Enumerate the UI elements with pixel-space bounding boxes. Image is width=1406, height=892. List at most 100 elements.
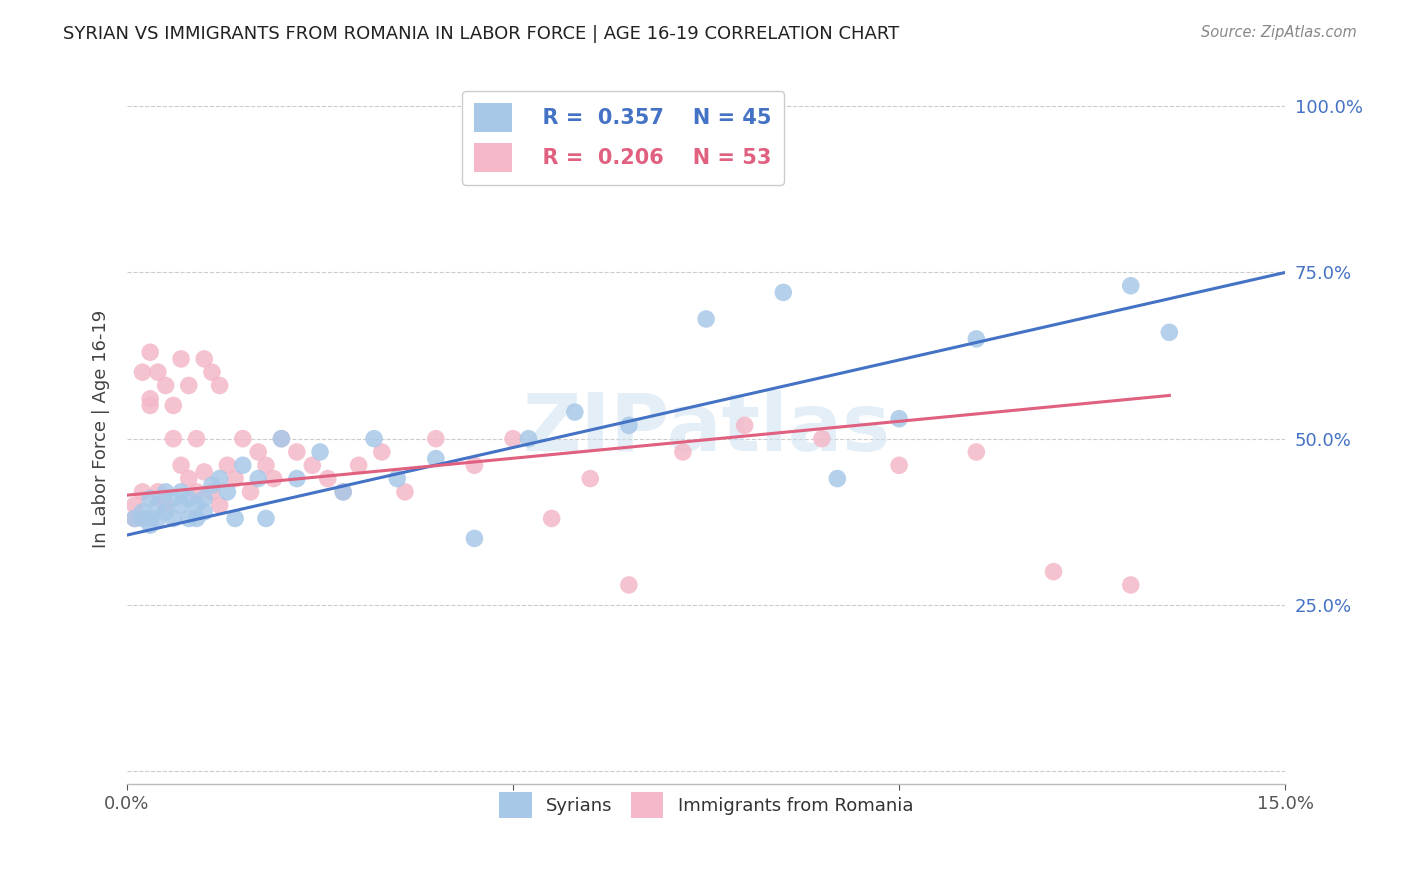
Point (332, 484, 354, 499)
Point (887, 411, 910, 425)
Point (239, 484, 262, 499)
Point (186, 484, 208, 499)
Point (363, 432, 385, 446)
Point (139, 399, 162, 413)
Point (131, 505, 153, 519)
Point (193, 351, 215, 366)
Point (193, 491, 215, 506)
Point (193, 465, 215, 479)
Y-axis label: In Labor Force | Age 16-19: In Labor Force | Age 16-19 (93, 310, 110, 548)
Point (540, 511, 562, 525)
Point (139, 511, 162, 525)
Point (247, 472, 270, 486)
Point (270, 432, 292, 446)
Point (193, 505, 215, 519)
Point (827, 472, 849, 486)
Point (387, 472, 409, 486)
Point (254, 511, 277, 525)
Point (208, 472, 231, 486)
Point (217, 484, 239, 499)
Point (170, 498, 193, 512)
Point (155, 505, 177, 519)
Point (309, 445, 332, 459)
Point (371, 445, 394, 459)
Point (425, 451, 447, 466)
Point (564, 405, 586, 419)
Point (617, 578, 640, 592)
Point (263, 472, 285, 486)
Point (146, 365, 169, 379)
Point (285, 472, 308, 486)
Point (139, 518, 162, 533)
Point (208, 498, 231, 512)
Point (1042, 565, 1064, 579)
Point (316, 472, 339, 486)
Point (672, 445, 695, 459)
Point (177, 511, 200, 525)
Point (162, 399, 184, 413)
Point (811, 432, 834, 446)
Point (1159, 326, 1181, 340)
Point (332, 484, 354, 499)
Point (285, 445, 308, 459)
Point (232, 458, 254, 473)
Point (155, 498, 177, 512)
Point (146, 511, 169, 525)
Point (146, 498, 169, 512)
Text: SYRIAN VS IMMIGRANTS FROM ROMANIA IN LABOR FORCE | AGE 16-19 CORRELATION CHART: SYRIAN VS IMMIGRANTS FROM ROMANIA IN LAB… (63, 25, 900, 43)
Point (124, 511, 146, 525)
Point (301, 458, 323, 473)
Point (170, 458, 193, 473)
Point (579, 472, 602, 486)
Point (425, 432, 447, 446)
Point (131, 484, 153, 499)
Point (186, 511, 208, 525)
Point (772, 285, 794, 300)
Point (394, 484, 416, 499)
Point (463, 458, 485, 473)
Point (186, 498, 208, 512)
Point (887, 458, 910, 473)
Point (1119, 278, 1142, 293)
Text: Source: ZipAtlas.com: Source: ZipAtlas.com (1201, 25, 1357, 40)
Point (186, 432, 208, 446)
Legend: Syrians, Immigrants from Romania: Syrians, Immigrants from Romania (492, 785, 921, 825)
Point (217, 458, 239, 473)
Point (139, 345, 162, 359)
Point (224, 511, 246, 525)
Point (201, 484, 224, 499)
Point (177, 491, 200, 506)
Text: ZIPatlas: ZIPatlas (522, 390, 890, 467)
Point (177, 378, 200, 392)
Point (695, 312, 717, 326)
Point (208, 378, 231, 392)
Point (131, 511, 153, 525)
Point (517, 432, 540, 446)
Point (502, 432, 524, 446)
Point (162, 491, 184, 506)
Point (201, 365, 224, 379)
Point (146, 484, 169, 499)
Point (124, 498, 146, 512)
Point (124, 511, 146, 525)
Point (1119, 578, 1142, 592)
Point (201, 478, 224, 492)
Point (131, 365, 153, 379)
Point (965, 332, 987, 346)
Point (734, 418, 756, 433)
Point (155, 484, 177, 499)
Point (347, 458, 370, 473)
Point (965, 445, 987, 459)
Point (254, 458, 277, 473)
Point (139, 392, 162, 406)
Point (170, 351, 193, 366)
Point (162, 511, 184, 525)
Point (224, 472, 246, 486)
Point (270, 432, 292, 446)
Point (463, 532, 485, 546)
Point (247, 445, 270, 459)
Point (617, 418, 640, 433)
Point (177, 472, 200, 486)
Point (162, 432, 184, 446)
Point (232, 432, 254, 446)
